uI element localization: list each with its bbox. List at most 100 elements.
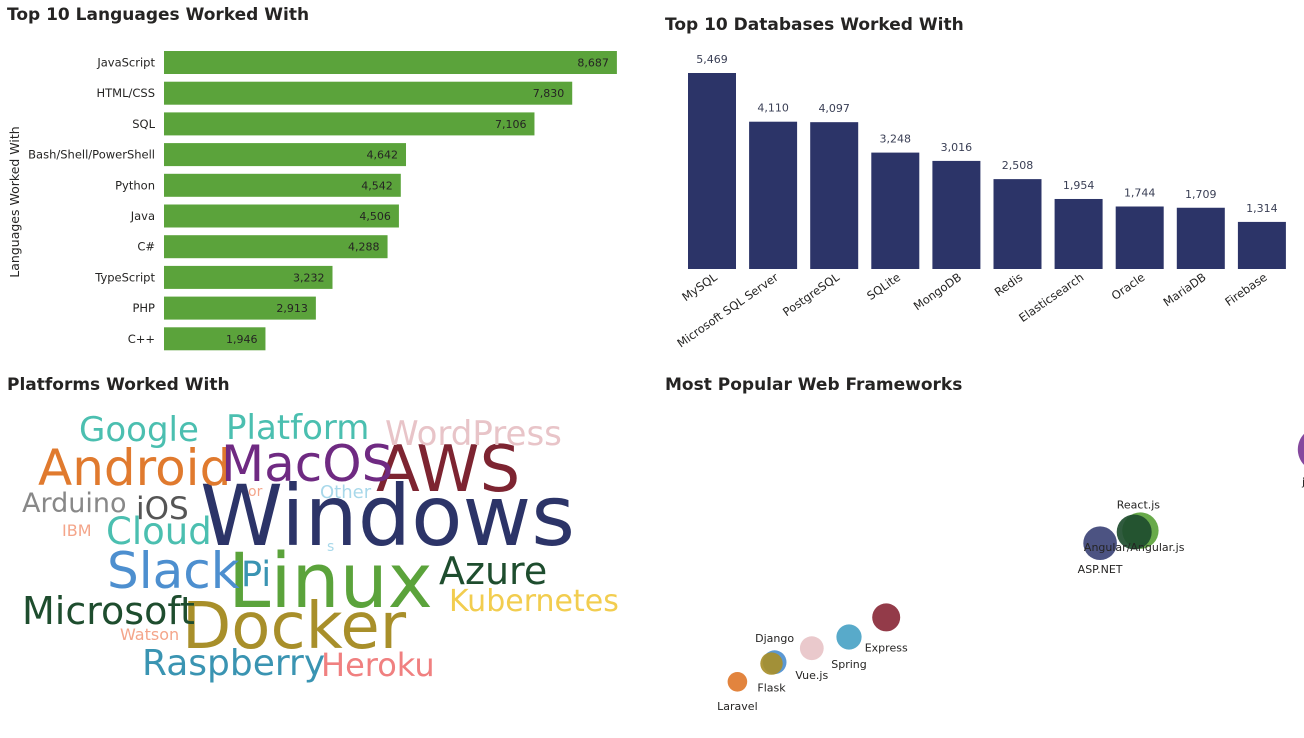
language-value-label: 4,542 bbox=[361, 179, 393, 192]
platform-word: Kubernetes bbox=[449, 584, 619, 619]
platform-word: Docker bbox=[182, 590, 407, 664]
language-bar bbox=[164, 327, 266, 351]
database-value-label: 3,248 bbox=[880, 133, 912, 146]
language-bar bbox=[164, 235, 388, 259]
database-value-label: 1,709 bbox=[1185, 188, 1217, 201]
platform-word: Microsoft bbox=[22, 589, 195, 633]
database-category-label: Redis bbox=[992, 270, 1025, 299]
platform-word: Platform bbox=[226, 408, 369, 448]
language-bar bbox=[164, 265, 333, 289]
platform-word: Slack bbox=[107, 542, 240, 600]
platform-word: Raspberry bbox=[142, 643, 325, 684]
database-bar bbox=[1176, 207, 1225, 269]
framework-bubble bbox=[760, 652, 783, 675]
language-value-label: 1,946 bbox=[226, 333, 258, 346]
framework-bubble bbox=[872, 603, 901, 632]
framework-bubble bbox=[1297, 433, 1304, 465]
language-value-label: 7,106 bbox=[495, 118, 527, 131]
language-value-label: 2,913 bbox=[276, 302, 308, 315]
framework-label: Flask bbox=[757, 682, 786, 695]
database-bar bbox=[688, 73, 736, 269]
language-value-label: 7,830 bbox=[533, 87, 565, 100]
platform-word: IBM bbox=[62, 521, 92, 540]
database-bar bbox=[993, 179, 1042, 269]
database-value-label: 4,110 bbox=[757, 102, 789, 115]
language-value-label: 8,687 bbox=[577, 57, 609, 70]
platform-word: Linux bbox=[228, 536, 433, 625]
language-category-label: TypeScript bbox=[94, 270, 155, 284]
framework-label: jQuery bbox=[1301, 475, 1304, 488]
framework-label: Vue.js bbox=[795, 669, 828, 682]
database-category-label: Elasticsearch bbox=[1016, 270, 1086, 325]
languages-chart-title: Top 10 Languages Worked With bbox=[7, 5, 310, 25]
platform-word: Cloud bbox=[106, 510, 212, 553]
platform-word: Other bbox=[320, 482, 372, 503]
language-category-label: C++ bbox=[128, 332, 155, 346]
languages-bar-chart: Languages Worked With JavaScript 8,687 HTML… bbox=[7, 51, 617, 351]
language-bar bbox=[164, 173, 401, 197]
database-value-label: 1,744 bbox=[1124, 186, 1156, 199]
platform-word: or bbox=[248, 484, 263, 500]
language-category-label: C# bbox=[137, 240, 155, 254]
framework-label: Django bbox=[755, 632, 794, 645]
database-category-label: MySQL bbox=[679, 270, 720, 304]
framework-bubble bbox=[727, 672, 748, 692]
platform-word: Azure bbox=[439, 549, 547, 593]
database-value-label: 2,508 bbox=[1002, 159, 1034, 172]
platform-word: Watson bbox=[120, 625, 179, 644]
language-value-label: 4,288 bbox=[348, 241, 380, 254]
frameworks-bubble-chart: jQuery React.js Angular/Angular.js ASP.NET E… bbox=[717, 433, 1304, 713]
framework-bubble bbox=[836, 624, 862, 650]
frameworks-chart-title: Most Popular Web Frameworks bbox=[665, 375, 963, 395]
database-value-label: 3,016 bbox=[941, 141, 973, 154]
framework-bubble bbox=[1116, 514, 1152, 550]
language-bar bbox=[164, 296, 316, 320]
platform-word: Heroku bbox=[321, 646, 435, 684]
framework-bubble bbox=[1083, 526, 1117, 560]
framework-label: Spring bbox=[831, 658, 867, 671]
language-category-label: JavaScript bbox=[96, 56, 155, 70]
platform-word: Pi bbox=[241, 555, 271, 595]
platform-word: iOS bbox=[136, 491, 189, 527]
language-bar bbox=[164, 51, 617, 74]
language-category-label: Bash/Shell/PowerShell bbox=[28, 148, 155, 162]
language-category-label: Python bbox=[115, 178, 155, 192]
language-bar bbox=[164, 143, 407, 167]
framework-label: Laravel bbox=[717, 700, 757, 713]
platform-word: Windows bbox=[200, 467, 575, 565]
database-bar bbox=[1115, 206, 1164, 269]
platform-word: WordPress bbox=[385, 414, 562, 454]
database-category-label: Microsoft SQL Server bbox=[674, 270, 781, 351]
database-category-label: SQLite bbox=[864, 270, 903, 303]
database-category-label: PostgreSQL bbox=[780, 270, 842, 319]
database-value-label: 1,314 bbox=[1246, 202, 1278, 215]
languages-y-axis-title: Languages Worked With bbox=[7, 126, 22, 277]
language-category-label: HTML/CSS bbox=[96, 86, 155, 100]
language-category-label: Java bbox=[130, 209, 155, 223]
framework-bubble bbox=[799, 636, 824, 661]
platform-word: Arduino bbox=[22, 488, 126, 519]
databases-chart-title: Top 10 Databases Worked With bbox=[665, 15, 964, 35]
language-value-label: 4,642 bbox=[367, 149, 399, 162]
language-value-label: 4,506 bbox=[359, 210, 391, 223]
framework-label: ASP.NET bbox=[1078, 563, 1123, 576]
language-category-label: SQL bbox=[132, 117, 155, 131]
database-category-label: Firebase bbox=[1222, 270, 1269, 309]
database-bar bbox=[1054, 198, 1103, 269]
language-bar bbox=[164, 204, 399, 228]
database-category-label: MongoDB bbox=[911, 270, 964, 313]
database-category-label: MariaDB bbox=[1161, 270, 1209, 309]
language-value-label: 3,232 bbox=[293, 271, 325, 284]
database-value-label: 1,954 bbox=[1063, 179, 1095, 192]
platforms-chart-title: Platforms Worked With bbox=[7, 375, 230, 395]
database-bar bbox=[871, 152, 920, 269]
database-value-label: 4,097 bbox=[818, 102, 850, 115]
framework-label: React.js bbox=[1117, 499, 1161, 512]
database-bar bbox=[1237, 221, 1286, 269]
databases-bar-chart: 5,469 MySQL 4,110 Microsoft SQL Server 4,097… bbox=[674, 53, 1286, 351]
platform-word: Android bbox=[38, 439, 231, 497]
platform-word: MacOS bbox=[221, 435, 393, 493]
database-bar bbox=[810, 122, 859, 270]
language-category-label: PHP bbox=[132, 301, 155, 315]
